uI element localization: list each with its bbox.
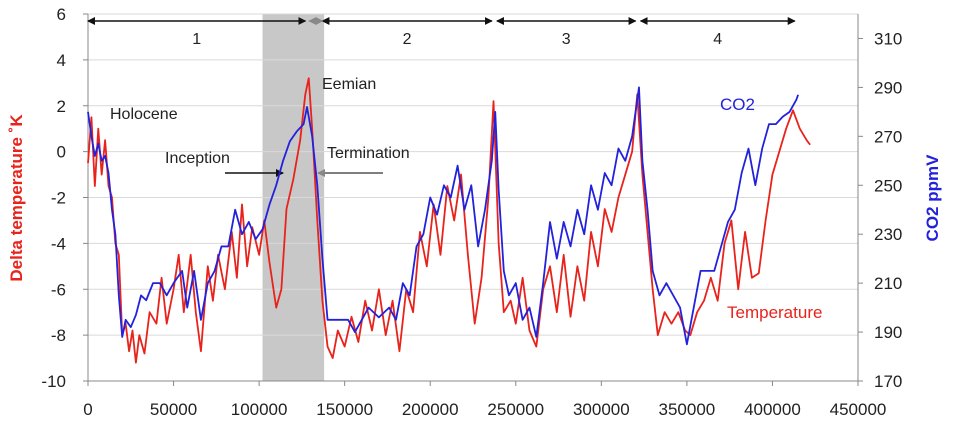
- period-label: 1: [192, 31, 201, 48]
- period-label: 3: [562, 31, 571, 48]
- y2-tick-label: 230: [874, 225, 902, 244]
- y2-tick-label: 250: [874, 176, 902, 195]
- y-tick-label: 2: [57, 97, 66, 116]
- series-line: [87, 86, 799, 346]
- series-label: Temperature: [727, 303, 822, 322]
- x-tick-label: 350000: [659, 400, 716, 419]
- y-tick-label: 6: [57, 5, 66, 24]
- period-label: 4: [713, 31, 722, 48]
- x-tick-label: 150000: [316, 400, 373, 419]
- y2-tick-label: 170: [874, 372, 902, 391]
- series-label: CO2: [720, 95, 755, 114]
- period-label: 2: [403, 31, 412, 48]
- y2-axis-title: CO2 ppmV: [923, 154, 942, 242]
- y2-tick-label: 290: [874, 78, 902, 97]
- annotation: Inception: [165, 150, 230, 167]
- y-tick-label: 0: [57, 143, 66, 162]
- y2-tick-label: 270: [874, 127, 902, 146]
- x-tick-label: 0: [83, 400, 92, 419]
- y-tick-label: -6: [51, 280, 66, 299]
- x-tick-label: 450000: [830, 400, 887, 419]
- x-tick-label: 250000: [487, 400, 544, 419]
- x-tick-label: 50000: [150, 400, 197, 419]
- annotation: Eemian: [322, 76, 376, 93]
- annotation: Termination: [327, 145, 410, 162]
- y-axis-title: Delta temperature ˚K: [7, 114, 26, 282]
- y-tick-label: -2: [51, 189, 66, 208]
- x-tick-label: 100000: [231, 400, 288, 419]
- y-tick-label: -10: [41, 372, 66, 391]
- y2-tick-label: 310: [874, 29, 902, 48]
- y-tick-label: -4: [51, 234, 66, 253]
- x-tick-label: 400000: [744, 400, 801, 419]
- y2-tick-label: 210: [874, 274, 902, 293]
- x-tick-label: 200000: [402, 400, 459, 419]
- annotation: Holocene: [110, 106, 178, 123]
- y-tick-label: 4: [57, 51, 66, 70]
- x-tick-label: 300000: [573, 400, 630, 419]
- y-tick-label: -8: [51, 326, 66, 345]
- y2-tick-label: 190: [874, 323, 902, 342]
- series-line: [87, 77, 811, 364]
